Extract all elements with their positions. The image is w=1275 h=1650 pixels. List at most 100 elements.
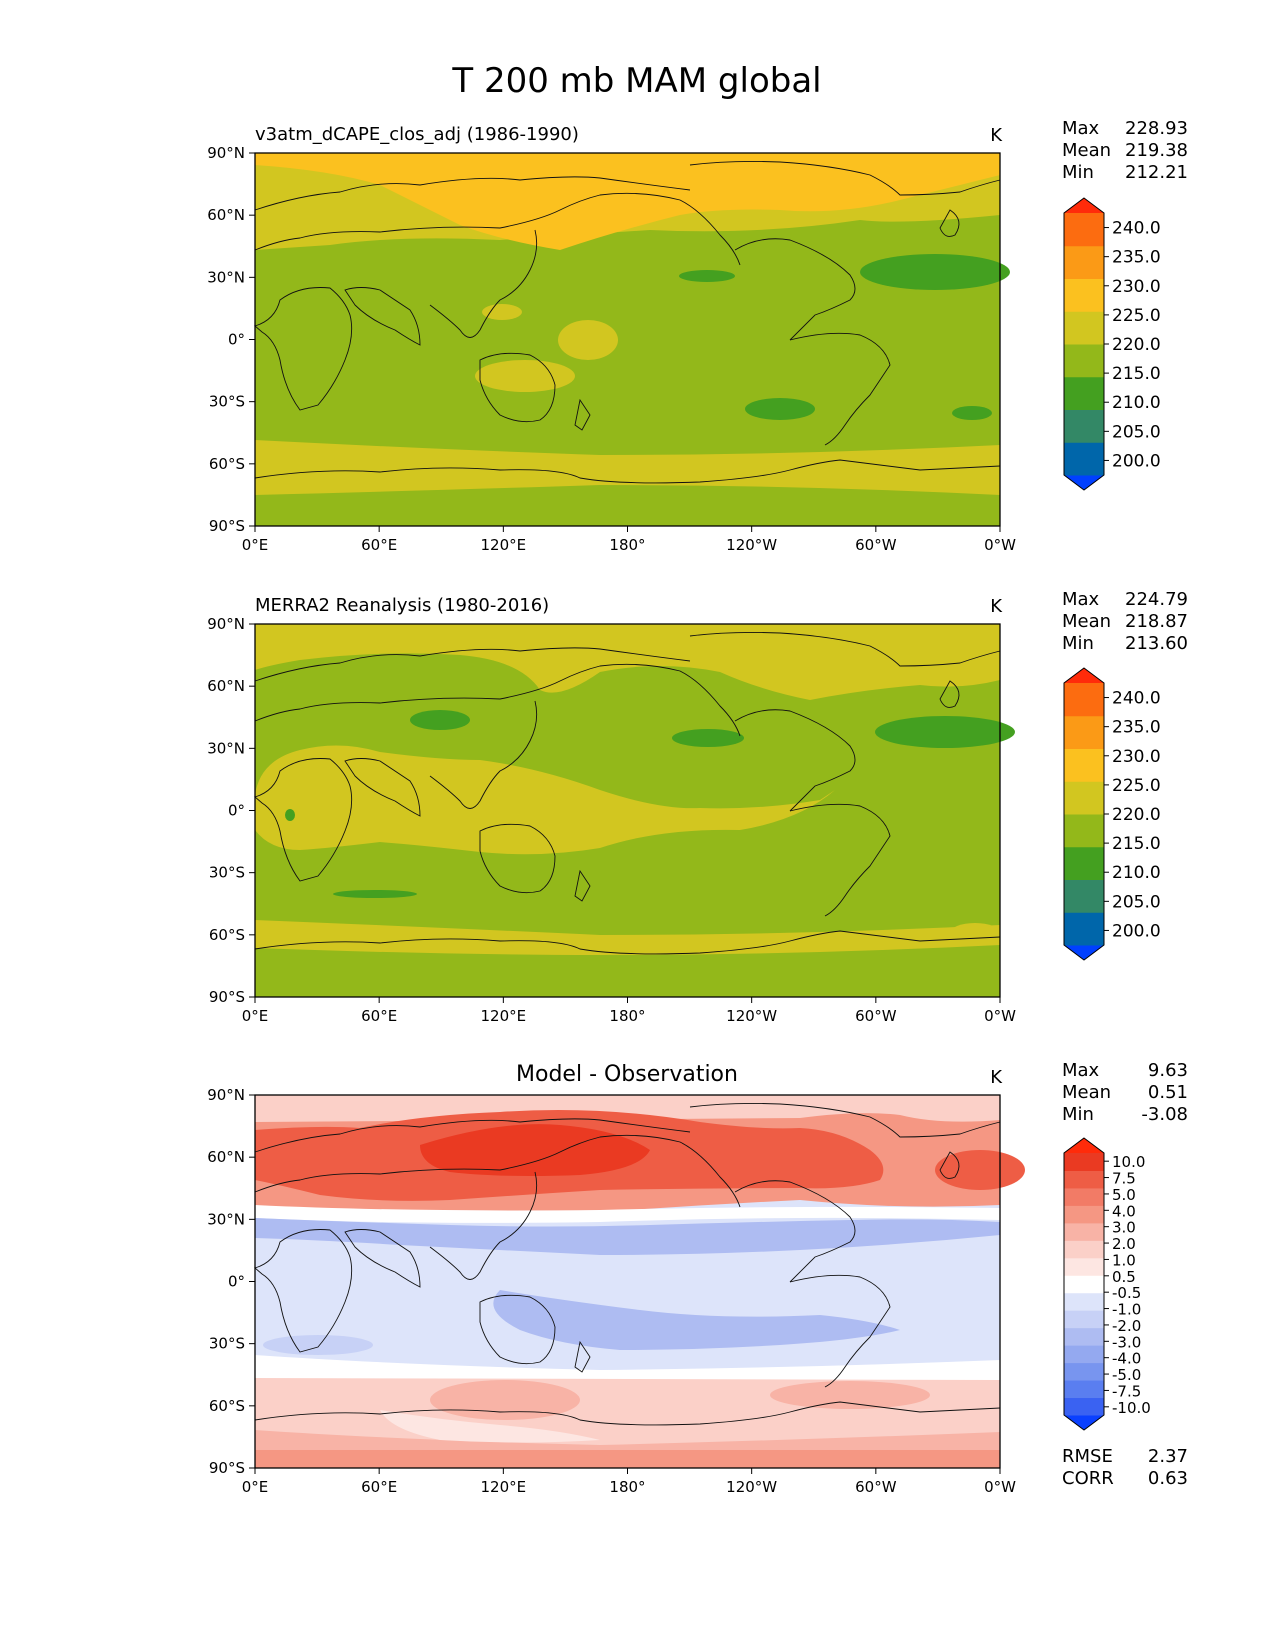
colorbar-label: 3.0 [1112,1219,1136,1237]
x-tick-label: 120°E [481,1478,527,1496]
colorbar-label: 205.0 [1112,422,1161,442]
colorbar-extend-high [1064,668,1104,683]
colorbar-label: -0.5 [1112,1284,1141,1302]
stat-max-value: 228.93 [1125,118,1188,139]
colorbar-label: 0.5 [1112,1268,1136,1286]
colorbar-outline [1063,667,1105,961]
x-tick-label: 0°W [984,1478,1016,1496]
colorbar-segment [1064,1310,1104,1329]
colorbar-segment [1064,311,1104,345]
y-tick-label: 90°N [207,144,245,162]
y-tick-label: 30°S [209,393,245,411]
y-tick-label: 90°N [207,1086,245,1104]
colorbar-label: -2.0 [1112,1317,1141,1335]
stat-mean-value: 219.38 [1125,140,1188,161]
map-obs [254,623,1015,998]
x-tick-label: 120°W [726,536,777,554]
panel-diff-title: Model - Observation [516,1062,738,1087]
axes-panel-2: 0°E 60°E 120°E 180° 120°W 60°W 0°W 90°N 60°N 30°N… [207,615,1016,1025]
stat-mean-label: Mean [1062,140,1111,161]
x-tick-label: 0°W [984,536,1016,554]
colorbar-label: 230.0 [1112,277,1161,297]
coastlines-diff [254,1102,1001,1426]
colorbar-segment [1064,213,1104,247]
colorbar-segment [1064,245,1104,279]
stat-mean-label: Mean [1062,611,1111,632]
panel-obs: MERRA2 Reanalysis (1980-2016) K [254,589,1188,998]
x-tick-label: 120°W [726,1007,777,1025]
y-tick-label: 30°N [207,739,245,757]
y-tick-label: 90°N [207,615,245,633]
colorbar-label: -10.0 [1112,1399,1151,1417]
stat-min-value: -3.08 [1141,1104,1188,1125]
stat-min-label: Min [1062,1104,1094,1125]
stat-min-label: Min [1062,162,1094,183]
x-tick-label: 60°E [361,1007,397,1025]
y-tick-label: 90°S [209,517,245,535]
colorbar-segment [1064,344,1104,378]
stat-max-label: Max [1062,589,1100,610]
panel-obs-title: MERRA2 Reanalysis (1980-2016) [255,595,549,616]
colorbar-extend-high [1064,198,1104,213]
colorbar-segment [1064,683,1104,717]
panel-model: v3atm_dCAPE_clos_adj (1986-1990) K [254,118,1188,527]
stat-max-value: 224.79 [1125,589,1188,610]
panel-diff-stats: Max 9.63 Mean 0.51 Min -3.08 [1062,1060,1188,1125]
panel-diff-units: K [990,1067,1003,1088]
colorbar-segment [1064,1257,1104,1276]
colorbar-segment [1064,781,1104,815]
stat-max-label: Max [1062,1060,1100,1081]
colorbar-label: -4.0 [1112,1350,1141,1368]
colorbar-label: 230.0 [1112,747,1161,767]
y-tick-label: 60°S [209,1397,245,1415]
y-tick-label: 30°S [209,1335,245,1353]
stat-max-value: 9.63 [1148,1060,1188,1081]
colorbar-label: 200.0 [1112,921,1161,941]
x-tick-label: 120°W [726,1478,777,1496]
colorbar-segment [1064,278,1104,312]
stat-min-value: 213.60 [1125,633,1188,654]
x-tick-label: 180° [609,1478,645,1496]
colorbar-obs: 240.0 235.0 230.0 225.0 220.0 215.0 210.0 205.0… [1063,667,1161,961]
x-tick-label: 120°E [481,1007,527,1025]
colorbar-extend-high [1064,1138,1104,1153]
colorbar-segment [1064,912,1104,946]
y-tick-label: 90°S [209,1459,245,1477]
colorbar-label: 210.0 [1112,863,1161,883]
colorbar-segment [1064,1187,1104,1206]
y-tick-label: 0° [228,802,245,820]
rmse-label: RMSE [1062,1446,1113,1467]
colorbar-label: 215.0 [1112,364,1161,384]
colorbar-outline [1063,197,1105,491]
rmse-value: 2.37 [1148,1446,1188,1467]
coastlines-obs [254,631,1001,955]
colorbar-segment [1064,1345,1104,1364]
colorbar-model: 240.0 235.0 230.0 225.0 220.0 215.0 210.0 205.0… [1063,197,1161,491]
panel-model-stats: Max 228.93 Mean 219.38 Min 212.21 [1062,118,1188,183]
colorbar-segment [1064,879,1104,913]
y-tick-label: 0° [228,1273,245,1291]
y-tick-label: 30°S [209,864,245,882]
colorbar-label: 205.0 [1112,892,1161,912]
colorbar-label: 5.0 [1112,1186,1136,1204]
colorbar-segment [1064,1327,1104,1346]
x-tick-label: 0°E [242,1478,269,1496]
colorbar-segment [1064,1362,1104,1381]
colorbar-label: -7.5 [1112,1382,1141,1400]
colorbar-segment [1064,376,1104,410]
colorbar-segment [1064,1153,1104,1171]
x-tick-label: 60°E [361,1478,397,1496]
colorbar-segment [1064,409,1104,443]
axes-panel-1: 0°E 60°E 120°E 180° 120°W 60°W 0°W 90°N 60°N 30°N… [207,144,1016,554]
coastlines-model [254,160,1001,484]
map-model [254,152,1010,527]
stat-mean-label: Mean [1062,1082,1111,1103]
colorbar-outline [1063,1137,1105,1431]
y-tick-label: 90°S [209,988,245,1006]
x-tick-label: 0°E [242,1007,269,1025]
panel-diff-metrics: RMSE 2.37 CORR 0.63 [1062,1446,1188,1489]
stat-mean-value: 218.87 [1125,611,1188,632]
colorbar-segment [1064,1275,1104,1294]
x-tick-label: 0°E [242,536,269,554]
